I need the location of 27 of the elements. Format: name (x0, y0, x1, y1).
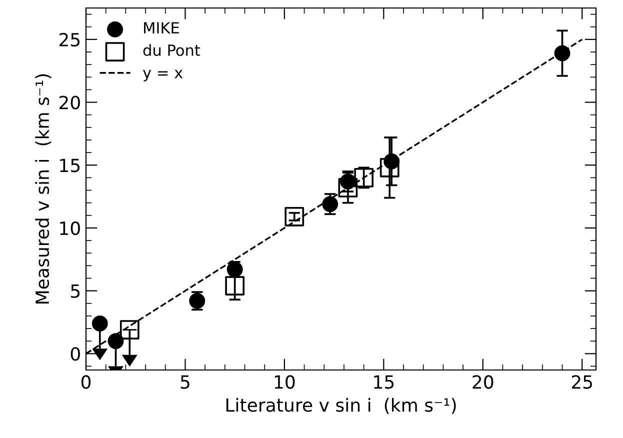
point (108, 333, 124, 350)
point (284, 206, 304, 226)
y-tick-label: 10 (60, 221, 80, 236)
point (554, 45, 570, 62)
point (225, 276, 245, 296)
legend-label: y = x (142, 70, 183, 82)
legend-label: MIKE (144, 22, 179, 34)
y-tick-label: 5 (71, 284, 80, 298)
y-axis-title: Measured v sin i (km s⁻¹) (35, 74, 52, 304)
y-tick-label: 20 (59, 96, 80, 110)
point (322, 196, 338, 212)
x-tick-label: 25 (572, 375, 592, 389)
point (120, 320, 140, 340)
x-axis-title: Literature v sin i (km s⁻¹) (226, 398, 456, 414)
y-tick-label: 25 (59, 32, 80, 47)
legend-label: du Pont (143, 44, 200, 56)
point (338, 178, 358, 198)
point (380, 158, 400, 178)
x-tick-label: 20 (472, 375, 494, 389)
y-tick-label: 0 (70, 347, 80, 361)
point (354, 168, 374, 188)
x-tick-label: 10 (274, 375, 295, 389)
y-tick-label: 15 (60, 158, 80, 172)
x-tick-label: 0 (81, 375, 91, 389)
point (92, 316, 108, 332)
x-tick-label: 15 (374, 375, 394, 389)
x-tick-label: 5 (180, 375, 190, 389)
